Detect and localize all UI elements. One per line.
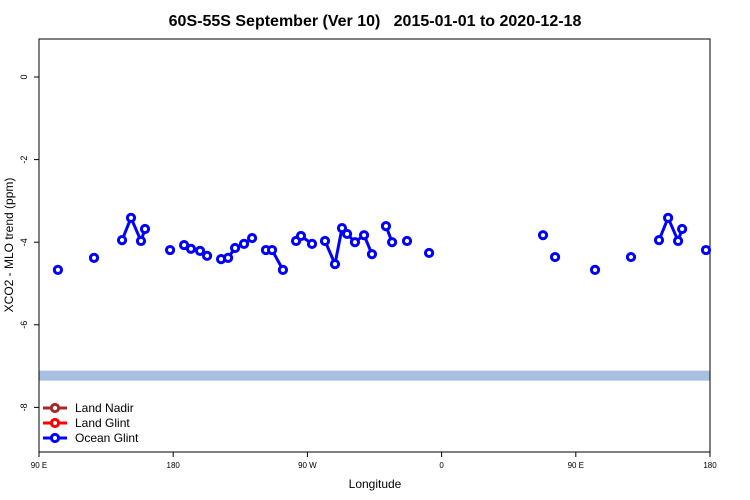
y-tick-label: -4 bbox=[19, 238, 29, 246]
data-point bbox=[677, 223, 688, 235]
data-point bbox=[366, 249, 378, 260]
data-point bbox=[401, 235, 413, 247]
y-tick-label: -6 bbox=[19, 321, 29, 329]
x-axis-label: Longitude bbox=[349, 477, 402, 491]
data-point bbox=[423, 247, 435, 259]
legend-marker bbox=[49, 432, 61, 444]
y-tick-label: -2 bbox=[19, 156, 29, 164]
x-tick-label: 90 E bbox=[31, 461, 47, 470]
data-point bbox=[358, 230, 370, 241]
data-point bbox=[700, 244, 712, 256]
y-tick-label: 0 bbox=[19, 74, 29, 79]
legend-label: Land Glint bbox=[75, 416, 130, 430]
data-point bbox=[135, 235, 147, 247]
data-point bbox=[277, 264, 289, 275]
y-axis-label: XCO2 - MLO trend (ppm) bbox=[2, 178, 16, 313]
x-tick-label: 180 bbox=[167, 461, 181, 470]
data-point bbox=[329, 258, 341, 270]
data-point bbox=[246, 232, 258, 244]
data-point bbox=[164, 244, 176, 256]
data-point bbox=[266, 244, 278, 256]
data-point bbox=[116, 235, 128, 246]
legend-marker bbox=[49, 417, 61, 429]
data-point bbox=[52, 264, 64, 275]
data-point bbox=[341, 228, 353, 240]
data-point bbox=[139, 223, 151, 235]
plot-frame bbox=[38, 38, 711, 453]
x-tick-label: 90 W bbox=[298, 461, 317, 470]
data-point bbox=[238, 238, 250, 249]
legend-label: Ocean Glint bbox=[75, 431, 139, 445]
data-point bbox=[185, 243, 197, 254]
data-point bbox=[125, 212, 137, 223]
data-point bbox=[625, 251, 637, 263]
data-point bbox=[537, 230, 549, 241]
series-line bbox=[122, 218, 706, 270]
data-point bbox=[589, 264, 601, 275]
data-point bbox=[653, 235, 665, 246]
data-point bbox=[201, 250, 213, 261]
data-point bbox=[349, 237, 361, 248]
data-point bbox=[672, 235, 684, 247]
data-point bbox=[222, 252, 234, 263]
data-point bbox=[306, 238, 318, 249]
x-tick-label: 180 bbox=[703, 461, 717, 470]
data-point bbox=[295, 230, 307, 242]
x-tick-label: 90 E bbox=[568, 461, 584, 470]
chart-title: 60S-55S September (Ver 10) 2015-01-01 to… bbox=[169, 13, 582, 30]
data-point bbox=[386, 237, 398, 248]
x-tick-label: 0 bbox=[439, 461, 444, 470]
legend-marker bbox=[49, 402, 61, 414]
data-point bbox=[229, 242, 241, 254]
data-point bbox=[662, 212, 674, 223]
data-point bbox=[319, 235, 331, 247]
y-tick-label: -8 bbox=[19, 403, 29, 411]
data-point bbox=[88, 252, 100, 263]
data-point bbox=[194, 245, 206, 256]
data-point bbox=[380, 220, 392, 232]
data-point bbox=[549, 251, 561, 263]
legend-label: Land Nadir bbox=[75, 401, 134, 415]
data-point bbox=[336, 223, 348, 234]
